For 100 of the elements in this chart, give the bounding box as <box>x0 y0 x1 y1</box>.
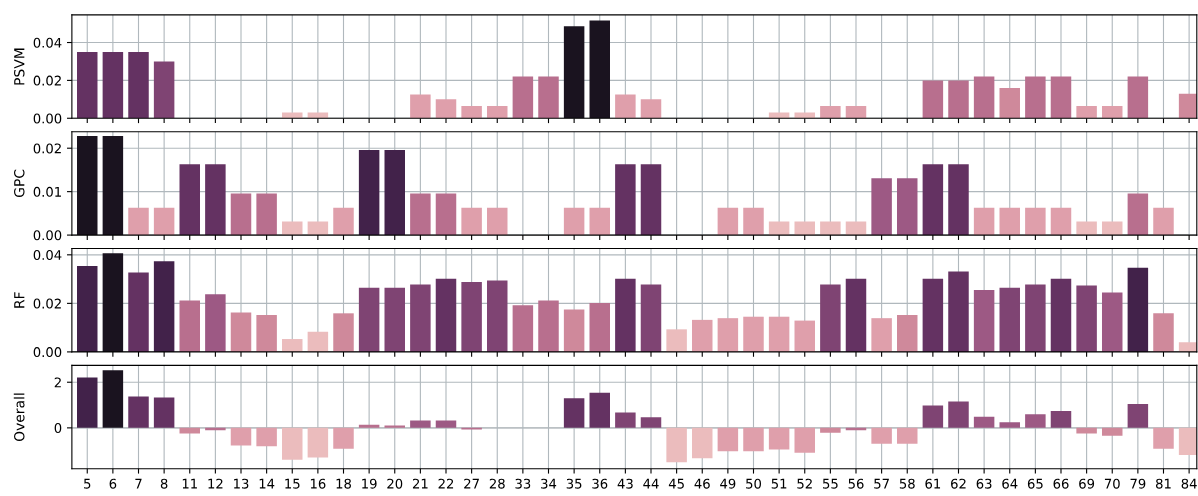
bar <box>896 315 918 352</box>
bar <box>1178 93 1197 119</box>
y-tick-label: 0.00 <box>33 230 62 241</box>
bar <box>845 105 867 119</box>
bar <box>102 253 124 352</box>
bar <box>179 164 200 236</box>
bar <box>973 207 995 236</box>
x-tick-label: 6 <box>109 478 117 489</box>
x-tick-label: 69 <box>1079 478 1095 489</box>
bar <box>538 300 559 352</box>
bar <box>77 377 98 428</box>
x-tick-label: 45 <box>668 478 684 489</box>
y-tick-label: 0.04 <box>33 250 62 261</box>
bar <box>973 76 995 119</box>
x-tick-label: 35 <box>566 478 582 489</box>
bar <box>435 193 457 236</box>
bar <box>1153 207 1174 236</box>
bar <box>948 271 969 352</box>
x-tick-label: 11 <box>182 478 197 489</box>
bar <box>794 320 815 352</box>
bar <box>1127 193 1149 236</box>
bar <box>563 398 585 428</box>
bar <box>896 427 918 444</box>
bar <box>1076 221 1097 236</box>
bar <box>461 282 482 352</box>
bar <box>435 278 457 352</box>
bar <box>384 287 405 352</box>
bar <box>999 207 1020 236</box>
bar <box>1127 267 1149 352</box>
bar <box>743 427 764 452</box>
bar <box>205 294 226 352</box>
x-tick-label: 13 <box>234 478 249 489</box>
bar <box>973 416 995 428</box>
bar <box>1050 76 1072 119</box>
bar <box>666 329 687 352</box>
y-tick-label: 0.02 <box>33 298 61 309</box>
bar <box>692 427 713 459</box>
bar <box>333 313 354 352</box>
x-tick-label: 43 <box>617 478 633 489</box>
bar <box>230 312 252 352</box>
x-tick-label: 81 <box>1155 478 1171 489</box>
bar <box>410 420 431 428</box>
bar <box>768 316 790 352</box>
bar <box>640 417 662 428</box>
x-tick-label: 28 <box>489 478 505 489</box>
x-tick-label: 5 <box>84 478 91 489</box>
bar <box>358 424 380 428</box>
bar <box>717 427 739 452</box>
bar <box>1101 427 1123 436</box>
x-tick-label: 20 <box>387 478 403 489</box>
bar <box>743 207 764 236</box>
y-tick-label: 0.02 <box>33 75 61 86</box>
bar <box>1127 403 1149 428</box>
bar <box>358 287 380 352</box>
bar <box>230 427 252 446</box>
y-tick-label: 2 <box>54 377 61 388</box>
bar <box>948 164 969 236</box>
bar <box>307 427 329 458</box>
bar <box>461 207 482 236</box>
bar <box>435 420 457 428</box>
bar <box>282 221 303 236</box>
x-tick-label: 8 <box>160 478 168 489</box>
bar <box>820 427 841 433</box>
bar <box>1050 278 1072 352</box>
bar <box>1076 285 1097 352</box>
bar <box>256 427 277 447</box>
y-tick-label: 0.00 <box>33 347 62 358</box>
bar <box>512 305 534 352</box>
y-tick-label: 0.04 <box>33 37 62 48</box>
bar <box>538 76 559 119</box>
x-tick-label: 22 <box>438 478 454 489</box>
bar <box>922 278 944 352</box>
bar <box>435 99 457 119</box>
x-tick-label: 18 <box>336 478 351 489</box>
bar <box>589 20 610 119</box>
bar <box>948 401 969 428</box>
bar <box>128 51 149 119</box>
y-axis-title: RF <box>14 292 25 308</box>
bar <box>410 284 431 352</box>
x-tick-label: 44 <box>643 478 659 489</box>
bar <box>333 427 354 449</box>
bar <box>282 112 303 119</box>
x-tick-label: 70 <box>1104 478 1120 489</box>
bar <box>666 427 687 463</box>
bar <box>922 164 944 236</box>
bar <box>615 278 636 352</box>
bar <box>307 331 329 352</box>
bar <box>77 265 98 352</box>
bar <box>1127 76 1149 119</box>
bar <box>102 51 124 119</box>
bar <box>153 207 175 236</box>
bar <box>1076 105 1097 119</box>
bar <box>640 284 662 352</box>
bar <box>1101 105 1123 119</box>
bar <box>179 300 200 352</box>
bar <box>871 427 892 444</box>
bar <box>794 221 815 236</box>
bar <box>922 80 944 119</box>
y-tick-label: 0 <box>54 423 62 434</box>
bar <box>128 396 149 428</box>
